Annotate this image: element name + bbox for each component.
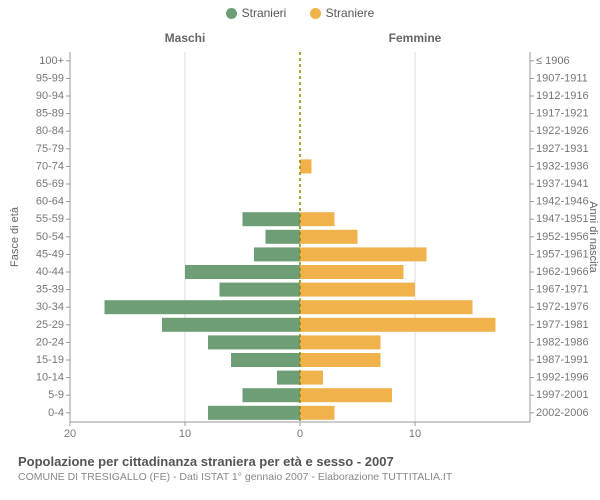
bar-male <box>277 370 300 384</box>
birth-label: 1977-1981 <box>536 318 589 330</box>
age-label: 90-94 <box>36 90 64 102</box>
age-label: 40-44 <box>36 266 64 278</box>
bar-male <box>162 317 300 331</box>
age-label: 60-64 <box>36 195 64 207</box>
age-label: 70-74 <box>36 160 64 172</box>
x-tick: 10 <box>179 428 191 440</box>
birth-label: 2002-2006 <box>536 406 589 418</box>
bar-male <box>220 282 301 296</box>
age-label: 45-49 <box>36 248 64 260</box>
axis-title-left: Fasce di età <box>9 206 21 267</box>
birth-label: 1952-1956 <box>536 230 589 242</box>
bar-female <box>300 229 358 243</box>
birth-label: 1922-1926 <box>536 125 589 137</box>
legend-swatch-male <box>226 8 237 19</box>
bar-female <box>300 300 473 314</box>
birth-label: 1942-1946 <box>536 195 589 207</box>
legend-label-male: Stranieri <box>242 6 287 20</box>
birth-label: 1987-1991 <box>536 354 589 366</box>
birth-label: 1917-1921 <box>536 107 589 119</box>
birth-label: 1947-1951 <box>536 213 589 225</box>
bar-male <box>266 229 301 243</box>
age-label: 50-54 <box>36 230 64 242</box>
bar-female <box>300 265 404 279</box>
age-label: 75-79 <box>36 142 64 154</box>
legend-label-female: Straniere <box>326 6 375 20</box>
bar-male <box>231 353 300 367</box>
bar-female <box>300 388 392 402</box>
age-label: 20-24 <box>36 336 64 348</box>
pyramid-chart: Maschi Femmine 100+ ≤ 1906 95-99 1907-1911 90-… <box>0 22 600 452</box>
x-tick: 10 <box>409 428 421 440</box>
birth-label: ≤ 1906 <box>536 54 570 66</box>
caption-sub: COMUNE DI TRESIGALLO (FE) - Dati ISTAT 1… <box>18 471 590 483</box>
age-label: 5-9 <box>48 389 64 401</box>
birth-label: 1912-1916 <box>536 90 589 102</box>
age-label: 0-4 <box>48 406 64 418</box>
legend-swatch-female <box>310 8 321 19</box>
birth-label: 1967-1971 <box>536 283 589 295</box>
bar-male <box>185 265 300 279</box>
age-label: 35-39 <box>36 283 64 295</box>
age-label: 65-69 <box>36 178 64 190</box>
age-label: 80-84 <box>36 125 64 137</box>
birth-label: 1962-1966 <box>536 266 589 278</box>
birth-label: 1997-2001 <box>536 389 589 401</box>
header-male: Maschi <box>165 31 206 45</box>
birth-label: 1937-1941 <box>536 178 589 190</box>
bar-female <box>300 370 323 384</box>
x-tick: 20 <box>64 428 76 440</box>
bar-female <box>300 159 312 173</box>
age-label: 95-99 <box>36 72 64 84</box>
age-label: 10-14 <box>36 371 64 383</box>
bar-female <box>300 212 335 226</box>
age-label: 100+ <box>39 54 64 66</box>
legend-item-female: Straniere <box>310 6 375 20</box>
age-label: 25-29 <box>36 318 64 330</box>
birth-label: 1932-1936 <box>536 160 589 172</box>
birth-label: 1907-1911 <box>536 72 588 84</box>
bar-female <box>300 335 381 349</box>
bar-male <box>243 212 301 226</box>
header-female: Femmine <box>389 31 442 45</box>
bar-male <box>105 300 301 314</box>
bar-male <box>254 247 300 261</box>
bar-female <box>300 353 381 367</box>
caption-title: Popolazione per cittadinanza straniera p… <box>18 454 590 469</box>
age-label: 55-59 <box>36 213 64 225</box>
birth-label: 1982-1986 <box>536 336 589 348</box>
bar-male <box>208 335 300 349</box>
age-label: 85-89 <box>36 107 64 119</box>
bar-male <box>208 405 300 419</box>
legend-item-male: Stranieri <box>226 6 287 20</box>
age-label: 15-19 <box>36 354 64 366</box>
birth-label: 1957-1961 <box>536 248 589 260</box>
bar-female <box>300 247 427 261</box>
caption: Popolazione per cittadinanza straniera p… <box>0 452 600 483</box>
birth-label: 1992-1996 <box>536 371 589 383</box>
bar-male <box>243 388 301 402</box>
bar-female <box>300 405 335 419</box>
axis-title-right: Anni di nascita <box>587 201 599 273</box>
bar-female <box>300 317 496 331</box>
x-tick: 0 <box>297 428 303 440</box>
age-label: 30-34 <box>36 301 64 313</box>
birth-label: 1927-1931 <box>536 142 589 154</box>
birth-label: 1972-1976 <box>536 301 589 313</box>
bar-female <box>300 282 415 296</box>
legend: Stranieri Straniere <box>0 0 600 22</box>
